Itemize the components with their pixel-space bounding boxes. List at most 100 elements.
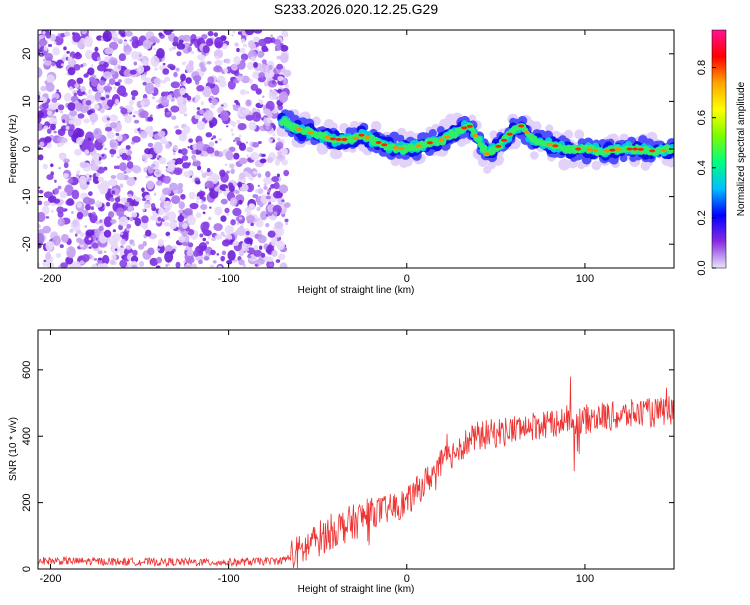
noise-blob bbox=[43, 86, 47, 89]
noise-blob bbox=[72, 260, 82, 268]
noise-blob bbox=[248, 230, 256, 238]
noise-blob bbox=[187, 146, 190, 149]
noise-blob bbox=[77, 113, 85, 119]
colorbar-label: Normalized spectral amplitude bbox=[736, 81, 747, 216]
noise-blob bbox=[266, 117, 271, 124]
noise-blob bbox=[204, 109, 214, 122]
noise-blob bbox=[113, 103, 116, 106]
noise-blob bbox=[252, 141, 260, 148]
noise-blob bbox=[97, 250, 103, 255]
noise-blob bbox=[259, 158, 267, 164]
noise-blob bbox=[38, 186, 41, 189]
noise-blob bbox=[281, 199, 285, 202]
noise-blob bbox=[38, 211, 46, 223]
noise-blob bbox=[236, 47, 240, 53]
noise-blob bbox=[191, 149, 197, 155]
noise-blob bbox=[231, 34, 234, 37]
noise-blob bbox=[173, 36, 179, 43]
noise-blob bbox=[43, 46, 48, 51]
noise-blob bbox=[155, 180, 163, 186]
noise-blob bbox=[195, 212, 202, 219]
ridge-peak bbox=[609, 148, 616, 152]
noise-blob bbox=[202, 85, 212, 98]
ridge-cell bbox=[545, 124, 554, 133]
noise-blob bbox=[85, 49, 94, 60]
noise-blob bbox=[246, 214, 256, 223]
ridge-peak bbox=[472, 133, 479, 137]
noise-blob bbox=[119, 183, 124, 189]
noise-blob bbox=[131, 212, 138, 218]
x-tick-label: 0 bbox=[404, 273, 410, 285]
noise-blob bbox=[166, 164, 175, 172]
noise-blob bbox=[276, 63, 284, 70]
noise-blob bbox=[100, 37, 104, 40]
noise-blob bbox=[44, 136, 52, 143]
noise-blob bbox=[234, 100, 239, 104]
noise-blob bbox=[233, 152, 240, 160]
noise-blob bbox=[132, 114, 136, 118]
noise-blob bbox=[253, 61, 258, 68]
noise-blob bbox=[221, 102, 228, 109]
noise-blob bbox=[278, 184, 289, 194]
noise-blob bbox=[166, 111, 171, 115]
noise-blob bbox=[224, 207, 230, 214]
noise-blob bbox=[106, 131, 115, 139]
noise-blob bbox=[105, 201, 111, 207]
noise-blob bbox=[113, 165, 118, 170]
noise-blob bbox=[176, 51, 182, 57]
noise-blob bbox=[214, 150, 220, 157]
noise-blob bbox=[163, 76, 171, 82]
ridge-cell bbox=[558, 158, 571, 171]
noise-blob bbox=[246, 146, 254, 153]
noise-blob bbox=[214, 140, 218, 144]
noise-blob bbox=[231, 179, 234, 183]
noise-blob bbox=[95, 220, 101, 225]
noise-blob bbox=[191, 154, 197, 161]
ridge-cell bbox=[481, 144, 488, 151]
noise-blob bbox=[128, 99, 135, 106]
noise-blob bbox=[34, 143, 37, 145]
noise-blob bbox=[259, 100, 264, 105]
noise-blob bbox=[53, 41, 57, 45]
noise-blob bbox=[263, 185, 268, 190]
noise-blob bbox=[153, 77, 162, 85]
noise-blob bbox=[83, 36, 93, 48]
noise-blob bbox=[107, 83, 110, 87]
noise-blob bbox=[210, 104, 216, 109]
noise-blob bbox=[42, 102, 49, 110]
noise-blob bbox=[262, 95, 265, 98]
ridge-peak bbox=[575, 147, 582, 151]
noise-blob bbox=[170, 195, 181, 205]
noise-blob bbox=[56, 206, 65, 214]
noise-blob bbox=[210, 249, 216, 256]
noise-blob bbox=[269, 263, 274, 267]
noise-blob bbox=[153, 192, 157, 196]
noise-blob bbox=[181, 167, 185, 170]
noise-blob bbox=[163, 200, 172, 211]
noise-blob bbox=[240, 223, 244, 227]
noise-blob bbox=[38, 188, 40, 194]
noise-blob bbox=[205, 38, 214, 47]
noise-blob bbox=[111, 32, 119, 38]
noise-blob bbox=[45, 241, 54, 252]
noise-blob bbox=[38, 232, 45, 245]
noise-blob bbox=[123, 40, 128, 46]
noise-blob bbox=[180, 193, 186, 200]
noise-blob bbox=[119, 246, 126, 254]
noise-blob bbox=[283, 69, 292, 77]
ridge-peak bbox=[461, 126, 468, 130]
noise-blob bbox=[57, 104, 65, 111]
noise-blob bbox=[277, 137, 281, 141]
noise-blob bbox=[196, 120, 206, 131]
noise-blob bbox=[84, 92, 88, 96]
noise-blob bbox=[90, 159, 96, 165]
noise-blob bbox=[277, 151, 283, 156]
noise-blob bbox=[175, 129, 182, 135]
y-tick-label: 0 bbox=[21, 146, 33, 152]
noise-blob bbox=[199, 62, 205, 68]
noise-blob bbox=[166, 94, 173, 101]
noise-blob bbox=[158, 207, 165, 216]
noise-blob bbox=[239, 89, 246, 96]
noise-blob bbox=[236, 226, 246, 236]
